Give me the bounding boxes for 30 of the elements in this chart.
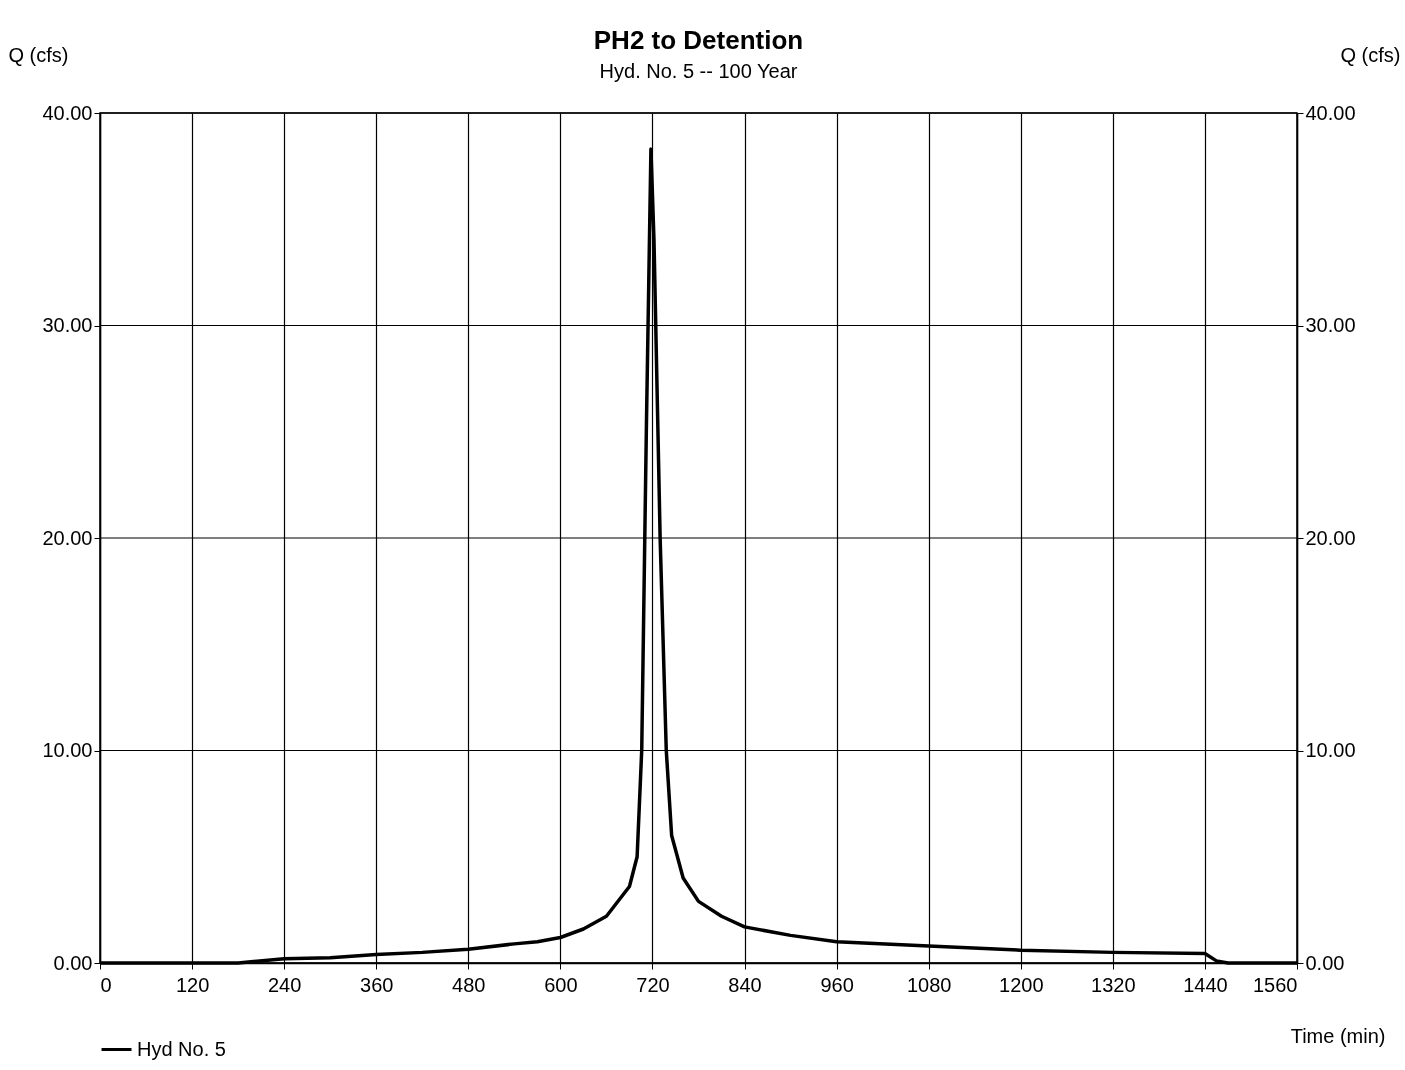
- x-tick-label: 0: [100, 973, 112, 996]
- x-tick-label: 1560: [1253, 973, 1298, 996]
- chart-title: PH2 to Detention: [593, 25, 804, 55]
- y2-tick-label: 40.00: [1305, 101, 1356, 124]
- y-tick-label: 20.00: [42, 526, 93, 549]
- y-axis-title: Q (cfs): [8, 43, 69, 66]
- x-tick-label: 240: [267, 973, 302, 996]
- x-tick-label: 1440: [1183, 973, 1228, 996]
- y-tick-label: 10.00: [42, 739, 93, 761]
- y-tick-label: 30.00: [42, 314, 93, 336]
- y-tick-label: 40.00: [42, 101, 93, 124]
- x-tick-label: 600: [544, 973, 578, 996]
- chart-subtitle: Hyd. No. 5 -- 100 Year: [599, 60, 798, 82]
- y-tick-label: 0.00: [53, 951, 93, 974]
- x-tick-label: 840: [728, 973, 762, 996]
- y2-tick-label: 0.00: [1305, 951, 1345, 974]
- legend-label: Hyd No. 5: [137, 1037, 226, 1060]
- x-tick-label: 1320: [1091, 973, 1136, 996]
- y2-tick-label: 30.00: [1305, 314, 1356, 336]
- x-tick-label: 720: [636, 973, 670, 996]
- y2-tick-label: 20.00: [1305, 526, 1356, 549]
- x-tick-label: 1200: [999, 973, 1044, 996]
- x-tick-label: 1080: [906, 973, 952, 996]
- x-tick-label: 360: [360, 973, 394, 996]
- x-axis-title: Time (min): [1290, 1024, 1386, 1047]
- x-tick-label: 120: [175, 973, 210, 996]
- x-tick-label: 960: [820, 973, 854, 996]
- y2-axis-title: Q (cfs): [1340, 43, 1401, 66]
- x-tick-label: 480: [452, 973, 486, 996]
- y2-tick-label: 10.00: [1305, 739, 1356, 761]
